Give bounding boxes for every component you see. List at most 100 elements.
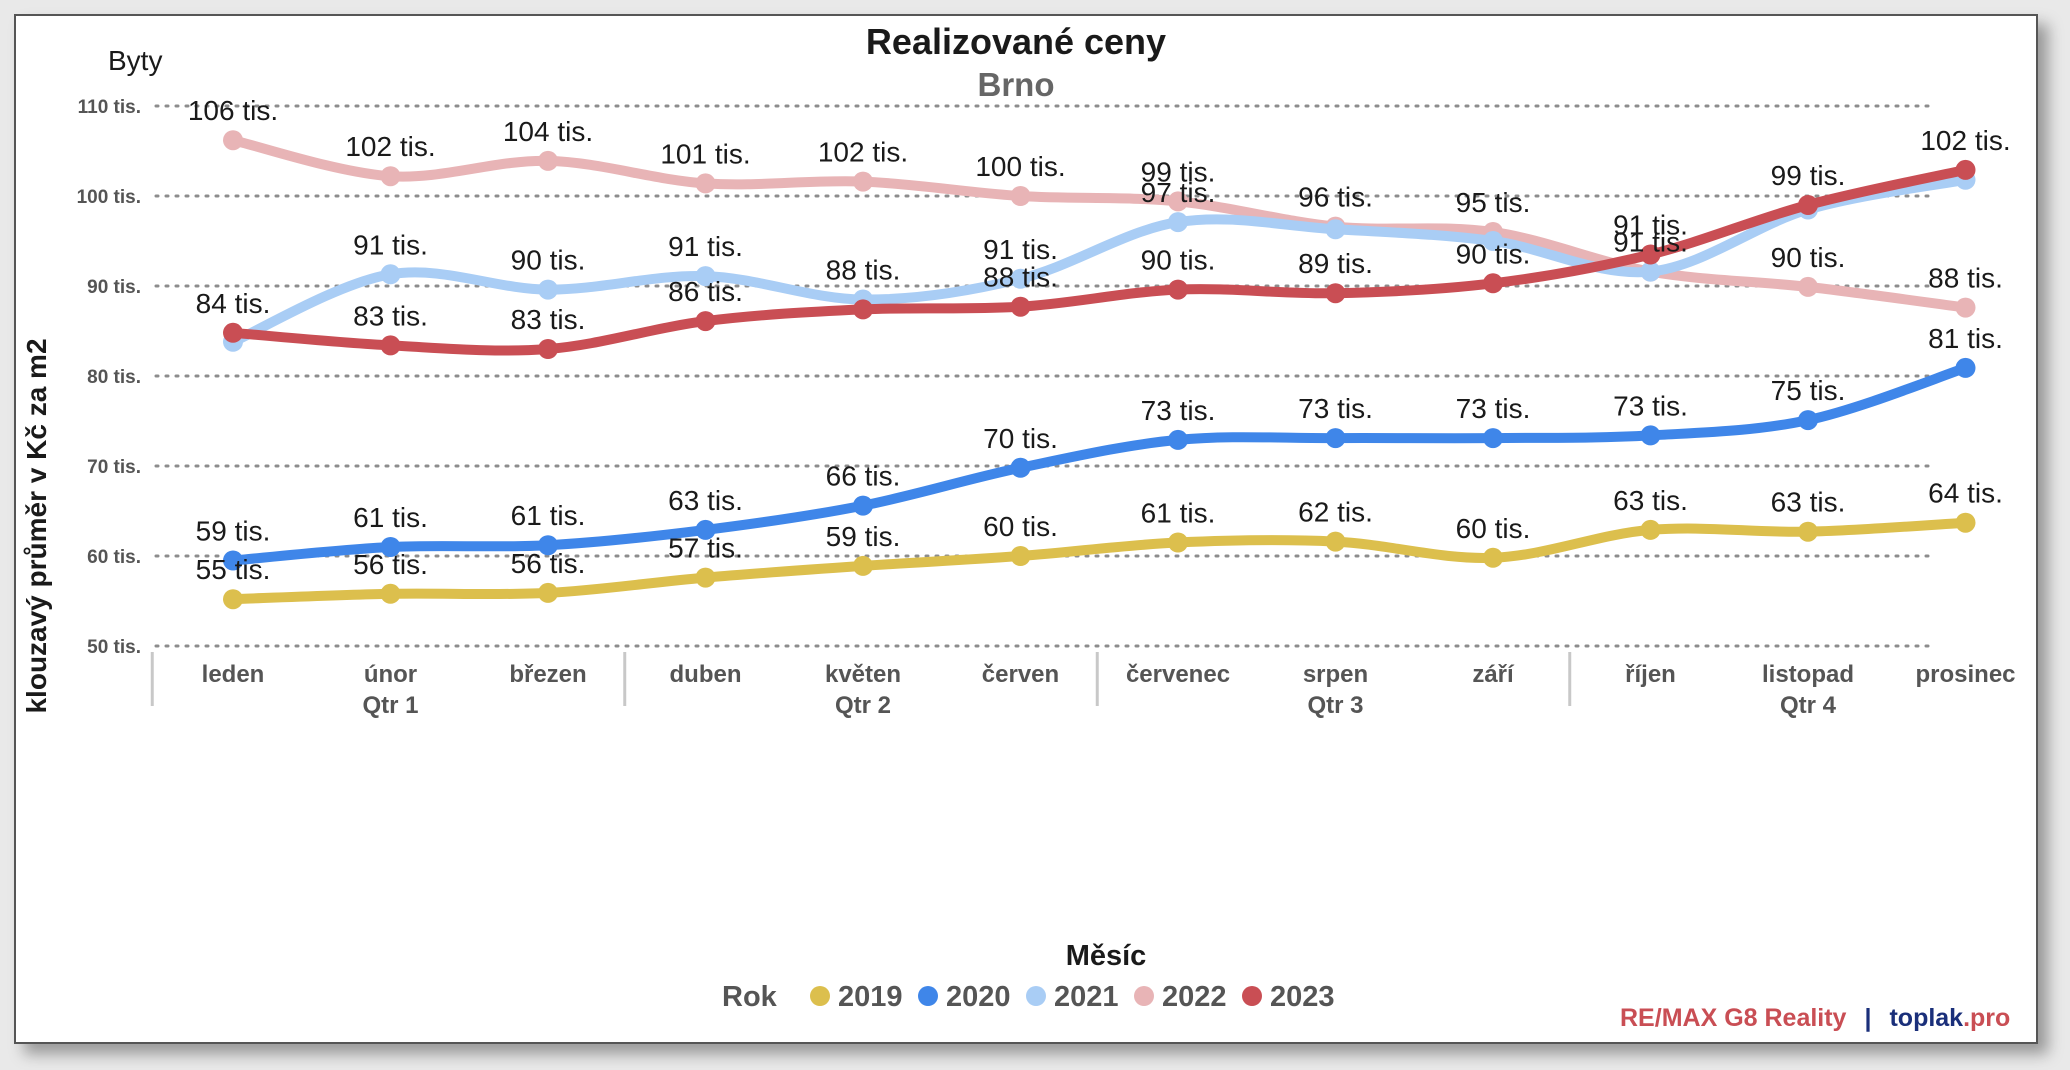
data-point-2023 xyxy=(1325,283,1346,304)
data-point-2020 xyxy=(853,495,873,516)
data-label-2023: 83 tis. xyxy=(511,304,586,335)
data-point-2023 xyxy=(1483,273,1503,294)
series-line-2020 xyxy=(228,362,1971,566)
x-tick-label: leden xyxy=(202,661,265,688)
data-label-2020: 61 tis. xyxy=(511,500,586,531)
data-label-2022: 99 tis. xyxy=(1141,156,1216,187)
data-point-2023 xyxy=(1640,244,1661,265)
data-label-2023: 91 tis. xyxy=(1613,210,1688,241)
data-point-2019 xyxy=(853,555,873,576)
data-label-2019: 59 tis. xyxy=(826,521,901,552)
data-point-2023 xyxy=(1168,279,1188,300)
data-label-2023: 90 tis. xyxy=(1456,238,1531,269)
data-label-2019: 62 tis. xyxy=(1298,497,1373,528)
data-label-2022: 101 tis. xyxy=(660,138,750,169)
chart-card: Byty Realizované ceny Brno klouzavý prům… xyxy=(14,14,2038,1044)
data-point-2023 xyxy=(695,311,716,332)
data-label-2023: 89 tis. xyxy=(1298,248,1373,279)
data-label-2020: 59 tis. xyxy=(196,516,271,547)
data-label-2022: 106 tis. xyxy=(188,95,278,126)
data-label-2020: 75 tis. xyxy=(1771,375,1846,406)
data-label-2019: 63 tis. xyxy=(1771,487,1846,518)
data-point-2019 xyxy=(1798,521,1818,542)
data-point-2022 xyxy=(1955,297,1976,318)
data-point-2022 xyxy=(1168,191,1188,212)
data-point-2021 xyxy=(1168,212,1188,233)
brand-max: MAX G8 Reality xyxy=(1662,1004,1847,1032)
data-label-2023: 99 tis. xyxy=(1771,160,1846,191)
data-label-2019: 60 tis. xyxy=(983,511,1058,542)
data-point-2023 xyxy=(1010,296,1031,317)
series-2019 xyxy=(223,512,1976,610)
data-point-2019 xyxy=(538,582,558,603)
data-point-2021 xyxy=(1325,219,1346,240)
y-tick-label: 110 tis. xyxy=(78,97,141,118)
data-point-2019 xyxy=(1325,531,1346,552)
data-label-2021: 91 tis. xyxy=(353,229,428,260)
y-tick-label: 100 tis. xyxy=(77,187,141,208)
data-label-2020: 63 tis. xyxy=(668,485,743,516)
legend-marker-2022 xyxy=(1134,986,1154,1006)
data-point-2020 xyxy=(1168,429,1188,450)
x-tick-label: prosinec xyxy=(1915,661,2015,688)
data-point-2020 xyxy=(1798,410,1818,431)
y-axis-ticks: 110 tis. 100 tis. 90 tis. 80 tis. 70 tis. 60 … xyxy=(77,97,141,658)
data-point-2022 xyxy=(853,171,873,192)
data-point-2021 xyxy=(380,264,401,285)
data-point-2021 xyxy=(1483,231,1503,251)
data-point-2021 xyxy=(538,279,558,300)
data-point-2022 xyxy=(538,150,558,171)
y-tick-label: 80 tis. xyxy=(87,367,141,388)
y-tick-label: 70 tis. xyxy=(87,457,141,478)
legend: Rok 2019 2020 2021 2022 2023 xyxy=(722,981,1335,1013)
x-tick-label: červenec xyxy=(1126,661,1230,688)
x-tick-label: červen xyxy=(982,661,1059,688)
data-label-2022: 95 tis. xyxy=(1456,187,1531,218)
x-axis-label: Měsíc xyxy=(1066,940,1147,972)
data-label-2019: 61 tis. xyxy=(1141,498,1216,529)
brand-re: RE/ xyxy=(1620,1004,1662,1032)
legend-item-2022: 2022 xyxy=(1162,981,1227,1013)
legend-item-2019: 2019 xyxy=(838,981,903,1013)
data-label-2021: 91 tis. xyxy=(668,231,743,262)
data-label-2019: 57 tis. xyxy=(668,533,743,564)
data-point-2023 xyxy=(380,335,401,356)
data-label-2022: 104 tis. xyxy=(503,116,593,147)
data-label-2022: 91 tis. xyxy=(1613,227,1688,258)
data-point-2022 xyxy=(223,130,243,151)
data-label-2019: 55 tis. xyxy=(196,554,271,585)
data-label-2023: 102 tis. xyxy=(1920,125,2010,156)
chart-title: Realizované ceny xyxy=(866,21,1166,62)
x-tick-label: březen xyxy=(509,661,586,688)
data-label-2022: 96 tis. xyxy=(1298,182,1373,213)
data-label-2019: 64 tis. xyxy=(1928,478,2003,509)
x-tick-label: listopad xyxy=(1762,661,1854,688)
data-point-2019 xyxy=(1010,546,1031,566)
chart-subtitle: Brno xyxy=(978,66,1055,103)
series-line-2019 xyxy=(228,517,1971,605)
data-point-2019 xyxy=(1955,512,1976,533)
data-label-2019: 56 tis. xyxy=(353,549,428,580)
data-point-2019 xyxy=(223,589,243,610)
site-name: toplak xyxy=(1889,1004,1963,1032)
data-point-2023 xyxy=(223,322,243,343)
data-label-2022: 88 tis. xyxy=(1928,263,2003,294)
data-label-2022: 102 tis. xyxy=(818,137,908,168)
x-group-label: Qtr 4 xyxy=(1780,692,1837,719)
data-label-2022: 102 tis. xyxy=(345,131,435,162)
data-point-2020 xyxy=(223,550,243,571)
data-point-2020 xyxy=(695,519,716,540)
data-point-2019 xyxy=(1168,532,1188,553)
data-point-2019 xyxy=(380,583,401,604)
data-point-2023 xyxy=(538,339,558,359)
data-point-2022 xyxy=(695,173,716,194)
data-point-2020 xyxy=(538,535,558,556)
data-point-2020 xyxy=(1010,457,1031,478)
legend-item-2023: 2023 xyxy=(1270,981,1335,1013)
data-label-2021: 90 tis. xyxy=(511,245,586,276)
data-point-2023 xyxy=(1798,195,1818,215)
corner-label: Byty xyxy=(108,45,162,76)
data-label-2019: 56 tis. xyxy=(511,548,586,579)
x-tick-label: říjen xyxy=(1625,661,1676,688)
